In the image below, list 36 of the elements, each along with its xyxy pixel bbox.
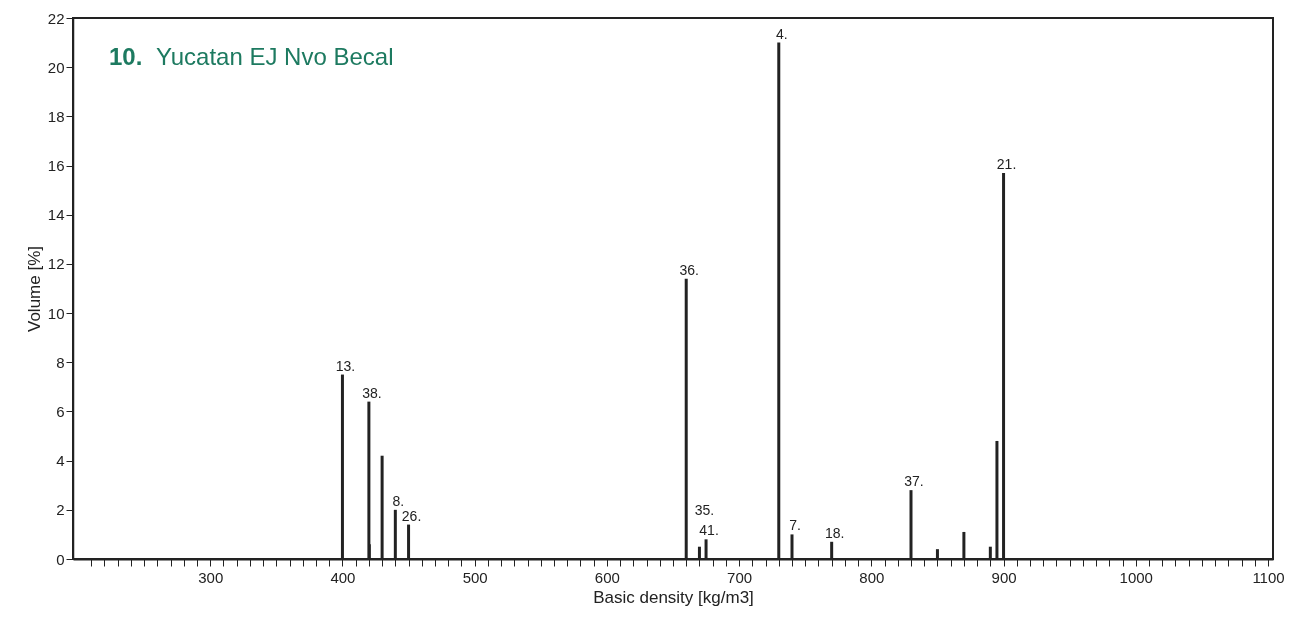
text: 10. Yucatan EJ Nvo Becal (109, 43, 394, 70)
annotation: 21. (996, 155, 1017, 172)
annotation: 41. (699, 522, 719, 539)
x-tick-label: 1100 (1252, 568, 1285, 586)
x-tick-label: 800 (859, 568, 885, 586)
y-tick-label: 20 (47, 58, 65, 76)
y-tick-label: 10 (47, 304, 65, 322)
x-tick-label: 500 (462, 568, 488, 586)
y-tick-label: 8 (56, 353, 65, 371)
y-tick-label: 12 (47, 255, 65, 273)
annotation: 35. (694, 501, 715, 518)
x-tick-label: 1000 (1119, 568, 1153, 586)
x-axis-title: Basic density [kg/m3] (593, 587, 754, 607)
y-tick-label: 2 (56, 501, 65, 519)
annotation: 13. (335, 357, 356, 374)
annotation: 8. (392, 492, 405, 509)
y-tick-label: 6 (56, 402, 65, 420)
y-tick-label: 22 (47, 9, 65, 27)
y-tick-label: 4 (56, 452, 65, 470)
annotation: 38. (362, 384, 382, 401)
y-axis-title: Volume [%] (24, 246, 44, 332)
y-tick-label: 14 (47, 206, 65, 224)
annotation: 7. (789, 517, 801, 534)
annotation: 36. (679, 261, 699, 278)
x-tick-label: 900 (991, 568, 1017, 586)
y-tick-label: 18 (47, 107, 65, 125)
x-tick-label: 400 (330, 568, 356, 586)
annotation: 37. (904, 473, 924, 490)
x-tick-label: 300 (198, 568, 224, 586)
y-tick-label: 0 (56, 550, 65, 568)
annotation: 4. (775, 25, 788, 42)
y-tick-label: 16 (47, 157, 65, 175)
annotation: 18. (824, 524, 845, 541)
x-tick-label: 700 (727, 568, 753, 586)
x-tick-label: 600 (594, 568, 620, 586)
annotation: 26. (401, 507, 422, 524)
